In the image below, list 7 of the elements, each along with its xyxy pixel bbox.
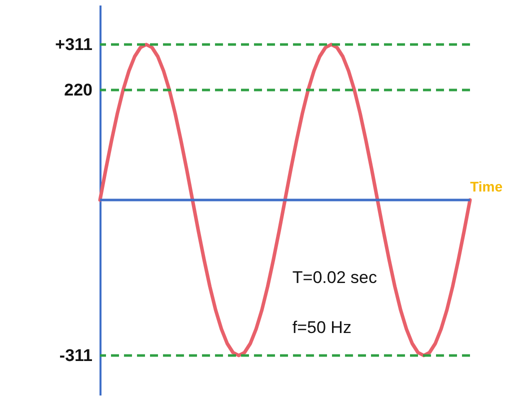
y-tick-label: 220 <box>64 80 92 100</box>
line-series <box>98 42 472 358</box>
annotation: f=50 Hz <box>292 318 352 337</box>
y-tick-label: +311 <box>55 35 92 54</box>
annotation: T=0.02 sec <box>292 268 378 287</box>
x-axis-title: Time <box>470 178 503 194</box>
y-tick-label: -311 <box>59 346 92 365</box>
